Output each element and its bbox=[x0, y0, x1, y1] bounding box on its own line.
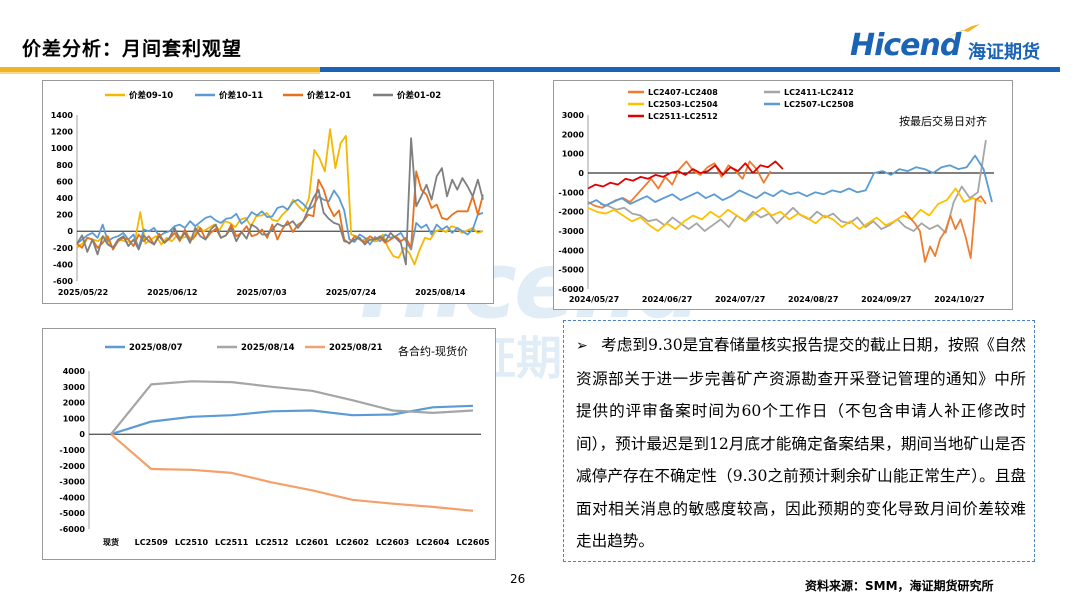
y-tick-label: -5000 bbox=[59, 509, 85, 518]
y-tick-label: 200 bbox=[56, 211, 73, 220]
legend-label: 价差10-11 bbox=[219, 90, 263, 101]
x-tick-label: 2024/05/27 bbox=[569, 295, 619, 304]
chart-annotation: 各合约-现货价 bbox=[398, 344, 468, 358]
y-tick-label: 2000 bbox=[562, 130, 585, 139]
y-tick-label: -1000 bbox=[59, 446, 85, 455]
y-tick-label: 800 bbox=[56, 161, 73, 170]
x-tick-label: LC2605 bbox=[456, 538, 490, 547]
header-bar-gold bbox=[0, 67, 320, 72]
chart-panel-spreads-2025: -600 -400 -200 0 200 400 600 800 1000 1200 1400 202… bbox=[42, 80, 494, 304]
commentary-text: 考虑到9.30是宜春储量核实报告提交的截止日期，按照《自然资源部关于进一步完善矿… bbox=[576, 336, 1026, 550]
series-line bbox=[599, 139, 987, 234]
brand-logo: Hicend 海证期货 bbox=[850, 24, 1065, 64]
legend-label: 2025/08/21 bbox=[329, 343, 383, 353]
legend-label: LC2407-LC2408 bbox=[648, 88, 718, 97]
y-tick-label: -4000 bbox=[558, 246, 584, 255]
series-line bbox=[110, 380, 474, 435]
bullet-arrow-icon: ➢ bbox=[576, 338, 602, 354]
series-line bbox=[76, 128, 484, 266]
legend-label: 价差12-01 bbox=[307, 90, 351, 101]
y-tick-label: -1000 bbox=[558, 188, 584, 197]
x-tick-label: 2024/09/27 bbox=[861, 295, 911, 304]
x-tick-label: LC2511 bbox=[215, 538, 249, 547]
y-tick-label: 0 bbox=[79, 430, 85, 439]
y-tick-label: 4000 bbox=[63, 367, 86, 376]
y-tick-label: -2000 bbox=[558, 208, 584, 217]
y-tick-label: 0 bbox=[578, 169, 584, 178]
y-tick-label: -3000 bbox=[59, 478, 85, 487]
x-tick-label: 2025/07/24 bbox=[326, 288, 377, 297]
x-tick-label: LC2602 bbox=[336, 538, 369, 547]
y-tick-label: -200 bbox=[53, 244, 73, 253]
y-tick-label: 1400 bbox=[51, 111, 74, 120]
logo-swoosh-icon bbox=[944, 24, 980, 40]
y-tick-label: -5000 bbox=[558, 266, 584, 275]
chart-contract-minus-spot: -6000 -5000 -4000 -3000 -2000 -1000 0 1000 2000 3… bbox=[59, 343, 490, 547]
x-tick-label: 2024/06/27 bbox=[642, 295, 692, 304]
y-tick-label: -3000 bbox=[558, 227, 584, 236]
header-bar-gold-light bbox=[0, 72, 320, 74]
y-tick-label: 1000 bbox=[51, 144, 74, 153]
x-tick-label: 2024/08/27 bbox=[788, 295, 838, 304]
x-tick-label: 2025/06/12 bbox=[147, 288, 197, 297]
y-tick-label: 2000 bbox=[63, 399, 86, 408]
x-tick-label: LC2601 bbox=[295, 538, 329, 547]
page-title: 价差分析：月间套利观望 bbox=[22, 38, 243, 60]
y-tick-label: -2000 bbox=[59, 462, 85, 471]
chart-panel-contract-basis: -6000 -5000 -4000 -3000 -2000 -1000 0 1000 2000 3… bbox=[42, 328, 496, 560]
x-tick-label: 2024/10/27 bbox=[934, 295, 984, 304]
chart-panel-historical: -6000 -5000 -4000 -3000 -2000 -1000 0 1000 2000 3… bbox=[553, 80, 1013, 310]
chart-annotation: 按最后交易日对齐 bbox=[899, 114, 987, 128]
series-line bbox=[76, 170, 484, 251]
legend-label: 2025/08/14 bbox=[241, 343, 295, 353]
y-tick-label: 1200 bbox=[51, 128, 74, 137]
x-tick-label: 现货 bbox=[103, 537, 119, 547]
y-tick-label: 3000 bbox=[63, 383, 86, 392]
x-tick-label: LC2509 bbox=[135, 538, 169, 547]
y-tick-label: -6000 bbox=[558, 285, 584, 294]
x-tick-label: LC2512 bbox=[255, 538, 288, 547]
legend-label: 2025/08/07 bbox=[129, 343, 183, 353]
legend-label: LC2507-LC2508 bbox=[784, 100, 854, 109]
chart-spreads-2025: -600 -400 -200 0 200 400 600 800 1000 1200 1400 202… bbox=[51, 90, 484, 297]
y-tick-label: 600 bbox=[56, 177, 73, 186]
y-tick-label: -600 bbox=[53, 277, 73, 286]
x-tick-label: 2025/08/14 bbox=[415, 288, 466, 297]
chart-historical-spreads: -6000 -5000 -4000 -3000 -2000 -1000 0 1000 2000 3… bbox=[558, 88, 994, 304]
header-bar-blue bbox=[320, 67, 1060, 72]
legend-label: LC2503-LC2504 bbox=[648, 100, 718, 109]
series-line bbox=[587, 160, 784, 190]
x-tick-label: LC2604 bbox=[416, 538, 450, 547]
legend-label: LC2511-LC2512 bbox=[648, 112, 718, 121]
y-tick-label: 3000 bbox=[562, 111, 585, 120]
logo-cn: 海证期货 bbox=[968, 42, 1040, 63]
series-line bbox=[587, 154, 993, 207]
commentary-box: ➢ 考虑到9.30是宜春储量核实报告提交的截止日期，按照《自然资源部关于进一步完… bbox=[563, 320, 1035, 562]
series-line bbox=[76, 137, 484, 266]
source-note: 资料来源：SMM，海证期货研究所 bbox=[805, 579, 994, 593]
y-tick-label: 400 bbox=[56, 194, 73, 203]
x-tick-label: LC2510 bbox=[175, 538, 209, 547]
series-line bbox=[904, 195, 987, 263]
y-tick-label: -4000 bbox=[59, 493, 85, 502]
y-tick-label: 1000 bbox=[562, 150, 585, 159]
x-tick-label: LC2603 bbox=[376, 538, 409, 547]
x-tick-label: 2025/07/03 bbox=[236, 288, 286, 297]
y-tick-label: -6000 bbox=[59, 525, 85, 534]
series-line bbox=[110, 404, 474, 436]
series-line bbox=[110, 433, 474, 512]
series-line bbox=[76, 189, 484, 251]
legend-label: 价差09-10 bbox=[129, 90, 173, 101]
series-line bbox=[587, 187, 983, 232]
legend-label: LC2411-LC2412 bbox=[784, 88, 854, 97]
x-tick-label: 2024/07/27 bbox=[715, 295, 765, 304]
y-tick-label: -400 bbox=[53, 260, 73, 269]
y-tick-label: 0 bbox=[67, 227, 73, 236]
legend-label: 价差01-02 bbox=[397, 90, 441, 101]
x-tick-label: 2025/05/22 bbox=[58, 288, 108, 297]
page-number: 26 bbox=[510, 572, 526, 586]
logo-latin: Hicend bbox=[850, 28, 961, 63]
y-tick-label: 1000 bbox=[63, 414, 86, 423]
